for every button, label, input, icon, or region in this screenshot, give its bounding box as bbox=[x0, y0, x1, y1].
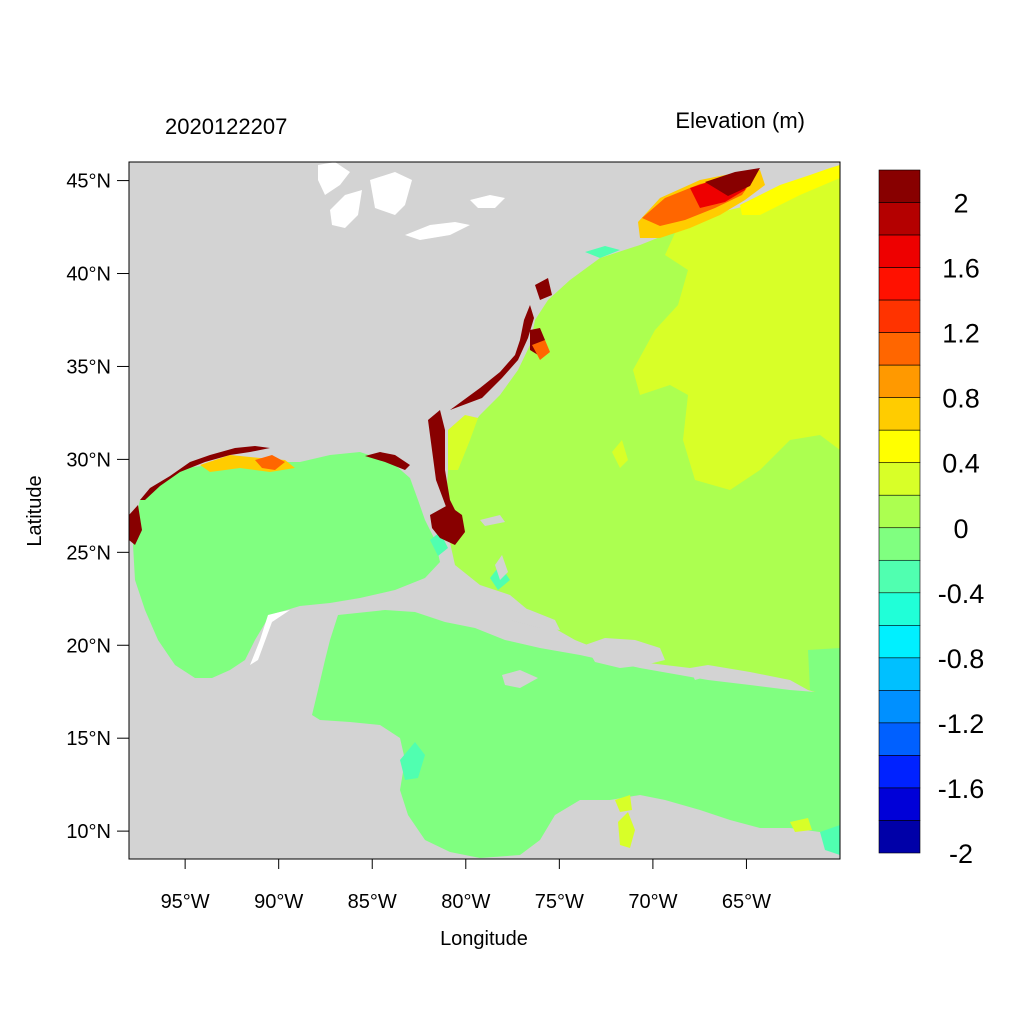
color-legend-label: -2 bbox=[949, 839, 973, 869]
y-tick-label: 30°N bbox=[66, 449, 111, 471]
y-tick-label: 35°N bbox=[66, 356, 111, 378]
y-tick-label: 25°N bbox=[66, 542, 111, 564]
color-legend-swatch bbox=[878, 202, 921, 236]
andros-island bbox=[495, 555, 508, 580]
color-legend-swatch bbox=[878, 722, 921, 756]
color-legend-swatch bbox=[878, 787, 921, 821]
variable-title: Elevation (m) bbox=[675, 108, 805, 133]
caribbean-sea bbox=[312, 610, 840, 858]
y-tick-label: 40°N bbox=[66, 264, 111, 286]
time-stamp-title: 2020122207 bbox=[165, 114, 287, 139]
y-tick-label: 10°N bbox=[66, 821, 111, 843]
color-legend-label: -0.4 bbox=[938, 579, 985, 609]
venezuela-low bbox=[820, 825, 840, 855]
color-legend-swatch bbox=[878, 462, 921, 496]
florida-east-coast bbox=[428, 410, 460, 520]
grand-bahama bbox=[480, 515, 505, 526]
y-tick-label: 15°N bbox=[66, 728, 111, 750]
color-legend-label: -1.2 bbox=[938, 709, 985, 739]
x-axis: 95°W 90°W 85°W 80°W 75°W 70°W 65°W bbox=[161, 859, 771, 913]
texas-coast-fringe bbox=[129, 505, 142, 545]
color-legend-label: 2 bbox=[953, 189, 968, 219]
color-legend-swatch bbox=[878, 820, 921, 854]
hispaniola bbox=[585, 638, 665, 668]
cuba bbox=[380, 588, 560, 630]
delaware-fringe bbox=[535, 278, 552, 300]
carolina-shelf-high bbox=[448, 415, 478, 470]
x-tick-label: 95°W bbox=[161, 891, 210, 913]
x-tick-label: 70°W bbox=[628, 891, 677, 913]
color-legend-swatch bbox=[878, 169, 921, 203]
color-legend-labels: 2 1.6 1.2 0.8 0.4 0 -0.4 -0.8 -1.2 -1.6 -2 bbox=[938, 189, 985, 869]
trinidad-high bbox=[790, 818, 812, 832]
color-legend-label: -1.6 bbox=[938, 774, 985, 804]
map-panel bbox=[129, 162, 840, 859]
x-axis-label: Longitude bbox=[440, 928, 528, 950]
lesser-antilles-water bbox=[808, 648, 840, 700]
maracaibo-high bbox=[618, 812, 635, 848]
y-axis: 45°N 40°N 35°N 30°N 25°N 20°N 15°N 10°N bbox=[66, 171, 129, 843]
atlantic-high-zone bbox=[633, 165, 840, 490]
color-legend-swatch bbox=[878, 234, 921, 268]
color-legend-swatch bbox=[878, 429, 921, 464]
color-legend-swatch bbox=[878, 299, 921, 333]
color-legend-label: 0 bbox=[953, 514, 968, 544]
lake-erie bbox=[405, 222, 470, 240]
yucatan-lagoon bbox=[250, 610, 290, 665]
color-legend-swatch bbox=[878, 592, 921, 626]
color-legend-swatch bbox=[878, 690, 921, 724]
florida-panhandle-fringe bbox=[365, 452, 410, 470]
puerto-rico bbox=[690, 668, 712, 680]
x-tick-label: 90°W bbox=[254, 891, 303, 913]
gulf-coast-fringe bbox=[140, 446, 270, 500]
color-legend-label: 0.8 bbox=[942, 384, 980, 414]
color-legend-swatch bbox=[878, 364, 921, 398]
gulf-of-maine-low bbox=[585, 246, 620, 258]
color-legend-swatch bbox=[878, 657, 921, 691]
map-frame bbox=[128, 161, 841, 860]
color-legend-label: 0.4 bbox=[942, 449, 980, 479]
lake-superior bbox=[318, 162, 350, 195]
color-legend-label: 1.2 bbox=[942, 319, 980, 349]
florida-bay-low bbox=[430, 532, 448, 556]
x-tick-label: 85°W bbox=[348, 891, 397, 913]
color-legend-swatch bbox=[878, 755, 921, 789]
x-tick-label: 65°W bbox=[722, 891, 771, 913]
color-legend-swatch bbox=[878, 625, 921, 659]
south-florida-surge bbox=[430, 505, 465, 545]
cape-cod-coast-high bbox=[740, 165, 840, 215]
color-legend-swatch bbox=[878, 332, 921, 366]
color-legend-label: -0.8 bbox=[938, 644, 985, 674]
lake-ontario bbox=[470, 195, 505, 208]
yucatan-channel-low bbox=[400, 742, 425, 780]
y-axis-label: Latitude bbox=[24, 475, 46, 546]
color-legend-swatch bbox=[878, 494, 921, 529]
lake-michigan bbox=[330, 190, 362, 228]
y-tick-label: 45°N bbox=[66, 171, 111, 193]
bay-of-fundy-surge bbox=[705, 168, 760, 196]
y-tick-label: 20°N bbox=[66, 635, 111, 657]
shelf-small-patch bbox=[612, 440, 628, 468]
color-legend-label: 1.6 bbox=[942, 254, 980, 284]
carolina-coast-fringe bbox=[450, 305, 534, 410]
lake-huron bbox=[370, 172, 412, 215]
color-legend bbox=[878, 169, 921, 854]
louisiana-surge-high bbox=[255, 455, 285, 470]
x-tick-label: 80°W bbox=[441, 891, 490, 913]
color-legend-swatch bbox=[878, 267, 921, 301]
gulf-of-mexico bbox=[133, 452, 440, 678]
x-tick-label: 75°W bbox=[535, 891, 584, 913]
color-legend-swatch bbox=[878, 559, 921, 594]
color-legend-swatch bbox=[878, 397, 921, 431]
color-legend-swatch bbox=[878, 527, 921, 561]
pamlico-surge bbox=[532, 340, 550, 360]
jamaica bbox=[502, 670, 538, 688]
colombia-coast-high bbox=[615, 795, 632, 812]
